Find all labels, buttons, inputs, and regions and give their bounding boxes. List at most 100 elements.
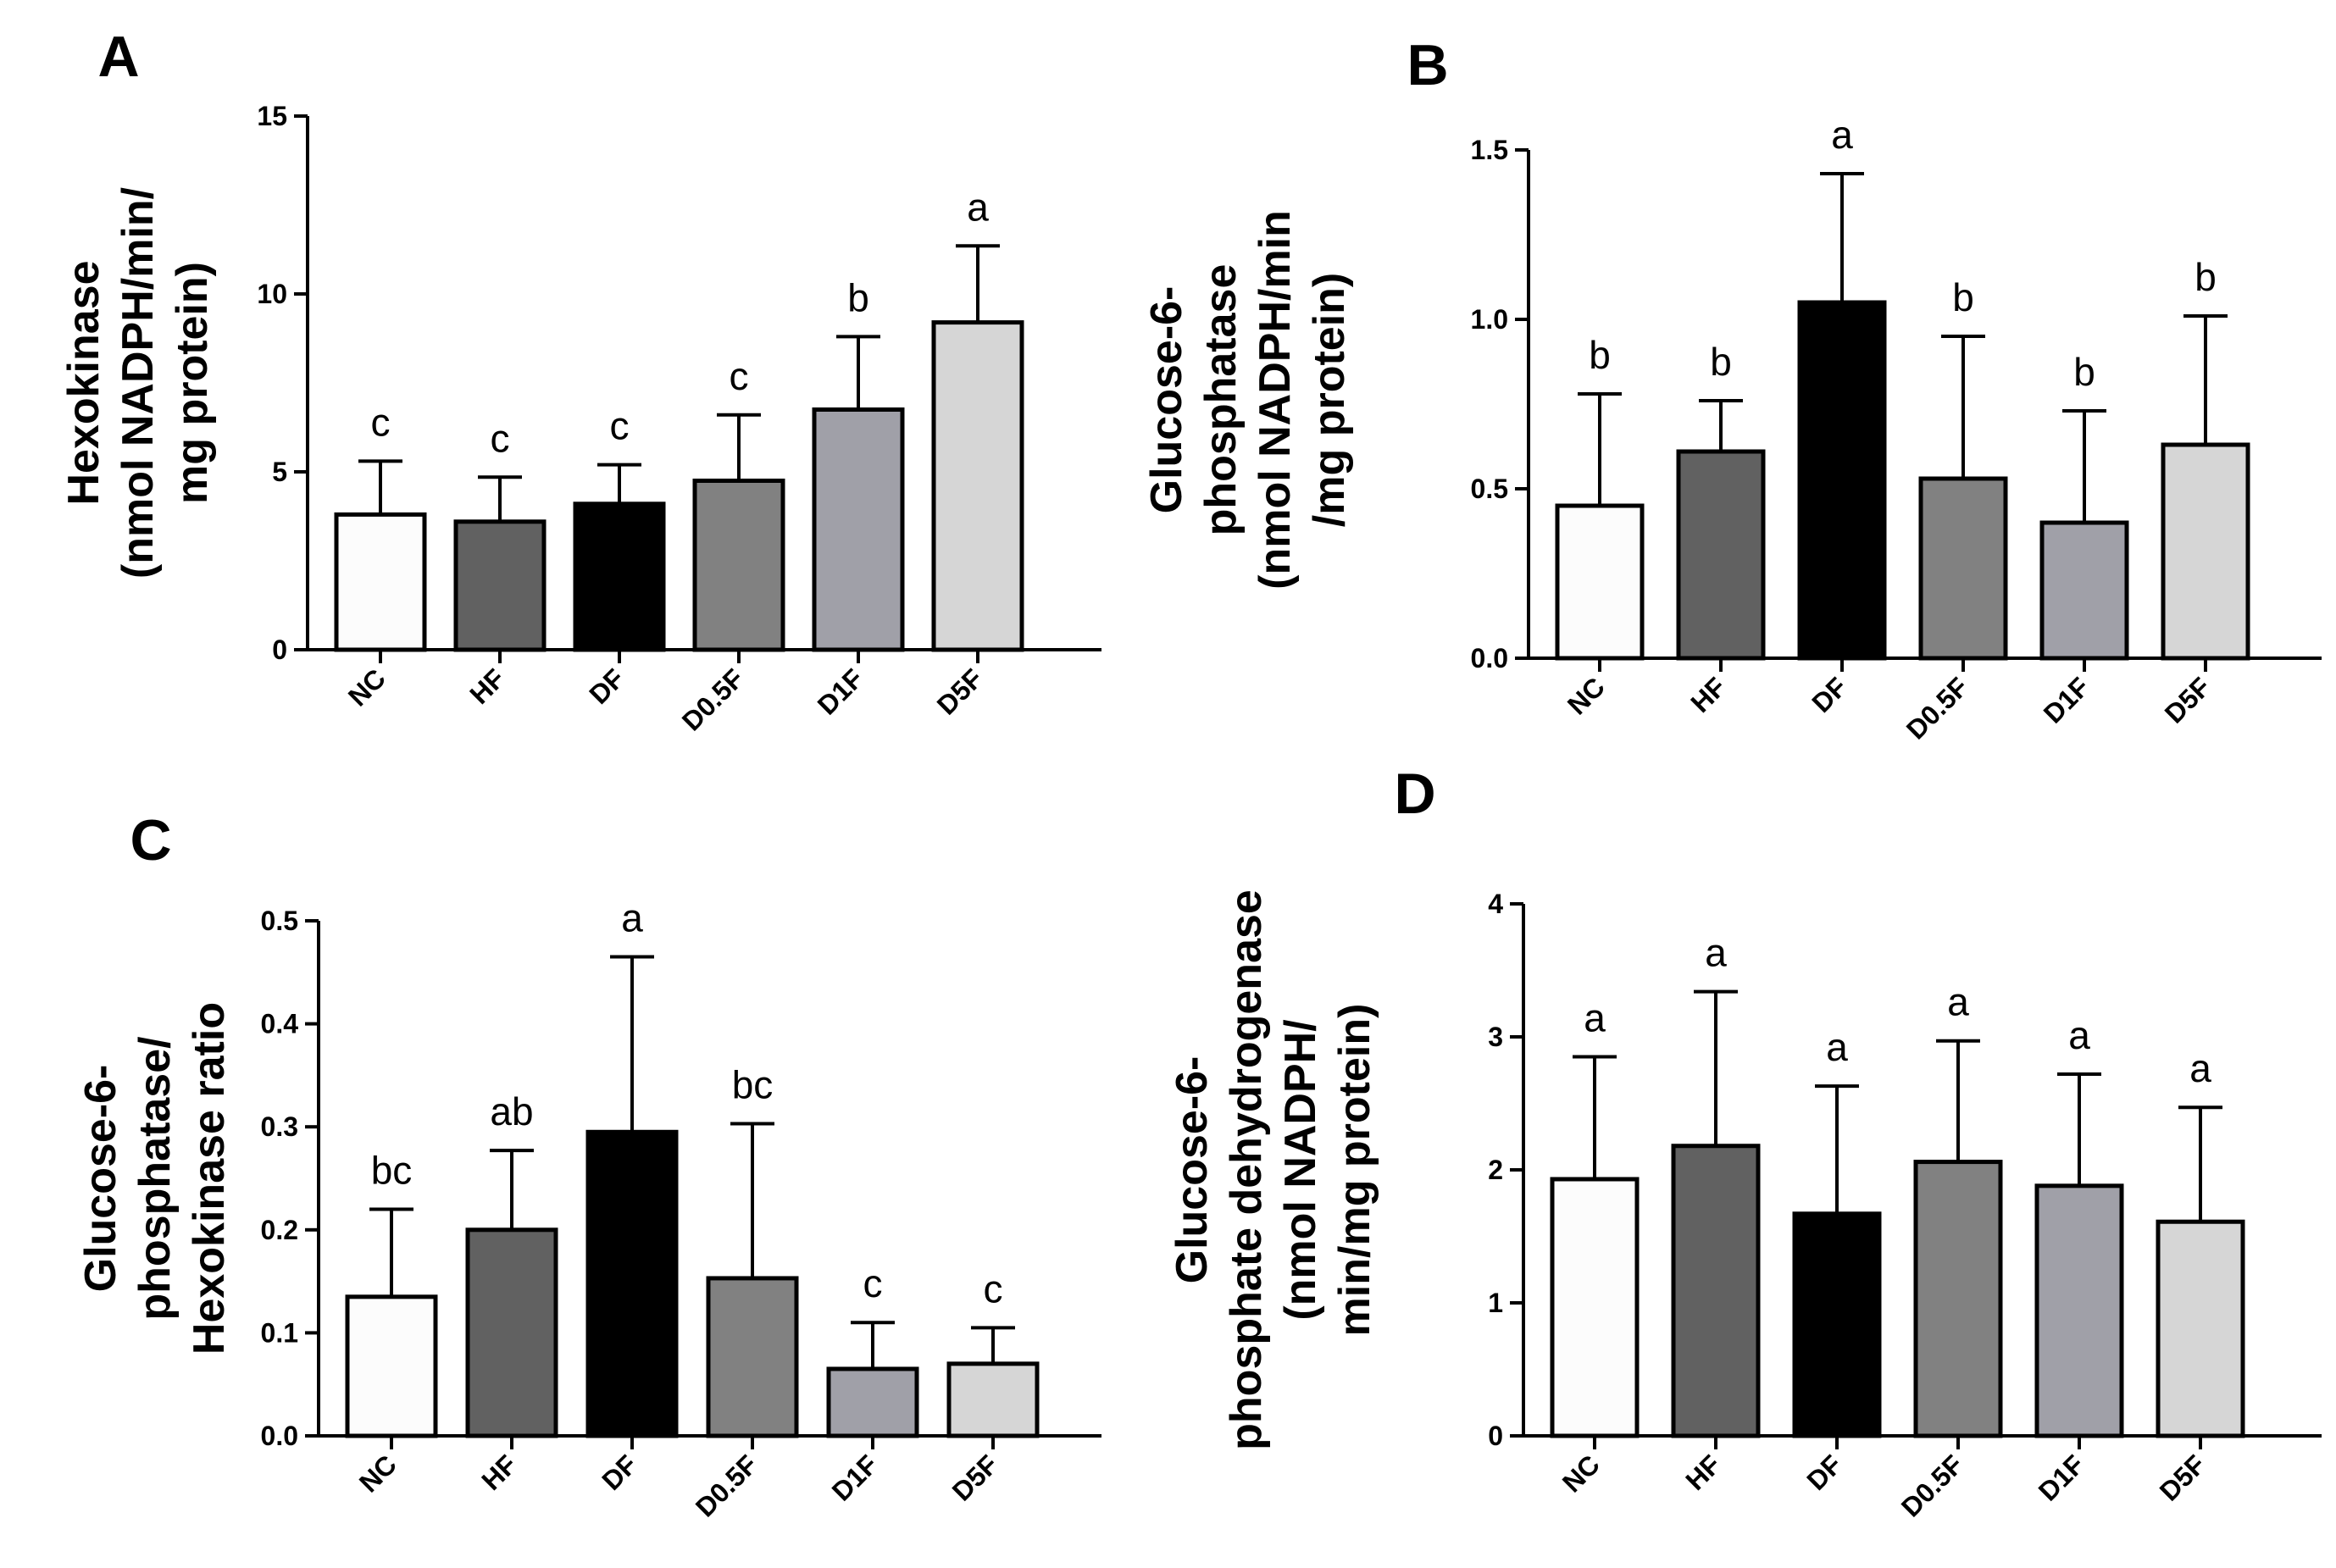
panel-b-category-label: NC — [1562, 671, 1611, 720]
panel-a-category-label: D0.5F — [676, 662, 750, 736]
panel-a-y-axis-title-line: Hexokinase — [59, 260, 108, 505]
panel-a-significance-label: c — [491, 416, 510, 460]
panel-a-category-label: NC — [342, 662, 391, 712]
panel-b-category-label: HF — [1684, 671, 1732, 718]
panel-d-y-axis-title-line: min/mg protein) — [1330, 1004, 1379, 1337]
panel-a-significance-label: c — [610, 404, 630, 448]
panel-a-y-axis-title: Hexokinase (nmol NADPH/min/mg protein) — [59, 187, 217, 579]
panel-a-category-label: D1F — [812, 662, 869, 720]
panel-d-y-tick-label: 1 — [1488, 1288, 1503, 1318]
panel-d-significance-label: a — [1826, 1025, 1848, 1069]
panel-b-significance-label: b — [1952, 275, 1974, 319]
panel-b-category-label: DF — [1806, 671, 1853, 718]
panel-d-bar-nc — [1550, 1177, 1640, 1438]
panel-a-category-label: D5F — [931, 662, 989, 720]
panel-b-category-label: D1F — [2038, 671, 2095, 729]
panel-b-significance-label: b — [2195, 255, 2217, 299]
panel-c-y-tick-label: 0.3 — [261, 1111, 298, 1142]
panel-a-significance-label: a — [967, 185, 989, 229]
panel-c-category-label: D1F — [826, 1449, 884, 1506]
panel-d-y-axis-title-line: phosphate dehydrogenase — [1222, 889, 1271, 1450]
panel-a-bar-hf — [453, 519, 547, 652]
panel-c-y-tick-label: 0.5 — [261, 906, 298, 936]
panel-b-bar-nc — [1555, 503, 1645, 661]
panel-c-y-axis-title: Glucose-6- phosphatase/Hexokinase ratio — [76, 1002, 234, 1355]
panel-b-bar-d05f — [1918, 476, 2008, 661]
panel-a-y-tick-label: 0 — [272, 634, 287, 665]
panel-c-significance-label: bc — [371, 1148, 413, 1192]
panel-b-y-tick-label: 0.0 — [1471, 643, 1508, 673]
panel-c-bar-nc — [345, 1294, 438, 1438]
panel-d-bar-hf — [1671, 1144, 1761, 1438]
panel-b-bar-d1f — [2039, 520, 2129, 661]
panel-d-y-axis-title-line: (nmol NADPH/ — [1276, 1019, 1325, 1320]
panel-d-y-axis-title-line: Glucose-6- — [1168, 1056, 1217, 1284]
panel-b-category-label: D5F — [2159, 671, 2217, 729]
panel-c-y-axis-title-line: Hexokinase ratio — [185, 1002, 234, 1355]
panel-b-category-label: D0.5F — [1900, 671, 1974, 745]
panel-c: C 0.0 0.1 0.2 0.3 0.4 0.5 bc NC ab HF a DF bc D0.5F c D… — [76, 808, 1101, 1523]
panel-a-significance-label: b — [847, 275, 869, 319]
panel-a-y-axis-title-line: mg protein) — [168, 262, 217, 504]
panel-d-bar-d5f — [2156, 1219, 2245, 1438]
panel-a-bar-df — [573, 501, 666, 652]
panel-a-category-label: HF — [463, 662, 511, 710]
panel-d-y-axis-title: Glucose-6- phosphate dehydrogenase (nmol N… — [1168, 889, 1379, 1450]
panel-b-bar-df — [1797, 300, 1887, 661]
panel-a-y-tick-label: 15 — [257, 101, 287, 131]
panel-b: B 0.0 0.5 1.0 1.5 b NC b HF a DF b D0.5F b D1F b D5F Glu… — [1142, 33, 2322, 745]
panel-a-significance-label: c — [371, 400, 391, 444]
panel-d-bar-df — [1792, 1211, 1882, 1438]
panel-a-significance-label: c — [730, 354, 749, 398]
panel-d-y-tick-label: 4 — [1488, 889, 1503, 919]
panel-b-bar-d5f — [2161, 442, 2250, 661]
panel-c-category-label: D5F — [946, 1449, 1004, 1506]
panel-b-y-axis-title-line: Glucose-6- — [1142, 286, 1191, 514]
panel-c-bar-df — [585, 1129, 679, 1438]
panel-a-category-label: DF — [583, 662, 630, 710]
panel-d-significance-label: a — [2189, 1046, 2211, 1090]
panel-b-letter: B — [1407, 33, 1448, 97]
panel-a-y-tick-label: 5 — [272, 457, 287, 487]
panel-b-significance-label: b — [1589, 333, 1611, 377]
panel-a-bar-d05f — [692, 479, 785, 652]
panel-c-bar-d05f — [706, 1276, 799, 1438]
panel-c-y-axis-title-line: Glucose-6- — [76, 1065, 125, 1293]
panel-c-category-label: D0.5F — [690, 1449, 763, 1522]
panel-b-significance-label: a — [1831, 113, 1853, 157]
panel-c-y-tick-label: 0.0 — [261, 1421, 298, 1451]
panel-c-category-label: NC — [353, 1449, 402, 1498]
panel-d-category-label: NC — [1556, 1449, 1606, 1498]
panel-c-bar-d5f — [946, 1361, 1040, 1438]
panel-b-y-tick-label: 1.0 — [1471, 304, 1508, 335]
panel-d-bar-d1f — [2034, 1183, 2124, 1438]
panel-c-y-axis-title-line: phosphatase/ — [130, 1036, 180, 1320]
panel-c-significance-label: c — [984, 1266, 1003, 1310]
panel-b-y-tick-label: 1.5 — [1471, 135, 1508, 165]
panel-c-bar-hf — [465, 1227, 558, 1438]
panel-c-y-tick-label: 0.2 — [261, 1215, 298, 1245]
panel-c-significance-label: ab — [490, 1089, 533, 1133]
panel-b-y-tick-label: 0.5 — [1471, 474, 1508, 504]
panel-d-significance-label: a — [1584, 996, 1606, 1040]
panel-c-significance-label: a — [621, 896, 643, 940]
panel-c-category-label: HF — [475, 1449, 523, 1496]
panel-b-y-axis-title: Glucose-6- phosphatase (nmol NADPH/min/mg … — [1142, 210, 1354, 590]
panel-c-bar-d1f — [826, 1366, 919, 1438]
panel-a-bar-d5f — [931, 320, 1024, 652]
panel-d-bar-d05f — [1913, 1160, 2003, 1438]
panel-a: A 0 5 10 15 c NC c HF c DF c D0.5F b D1F a D5F Hexokinas… — [59, 25, 1101, 737]
panel-d-significance-label: a — [1705, 931, 1727, 975]
panel-c-significance-label: c — [863, 1261, 883, 1305]
panel-b-y-axis-title-line: phosphatase — [1196, 264, 1246, 536]
panel-b-significance-label: b — [2073, 350, 2095, 394]
panel-c-significance-label: bc — [732, 1063, 774, 1107]
panel-b-y-axis-title-line: (nmol NADPH/min — [1251, 210, 1300, 590]
panel-c-y-tick-label: 0.4 — [261, 1009, 299, 1039]
panel-b-y-axis-title-line: /mg protein) — [1305, 273, 1354, 527]
panel-d-y-tick-label: 0 — [1488, 1421, 1503, 1451]
panel-b-significance-label: b — [1710, 340, 1732, 384]
panel-d-significance-label: a — [1947, 980, 1969, 1024]
panel-c-y-tick-label: 0.1 — [261, 1317, 298, 1348]
